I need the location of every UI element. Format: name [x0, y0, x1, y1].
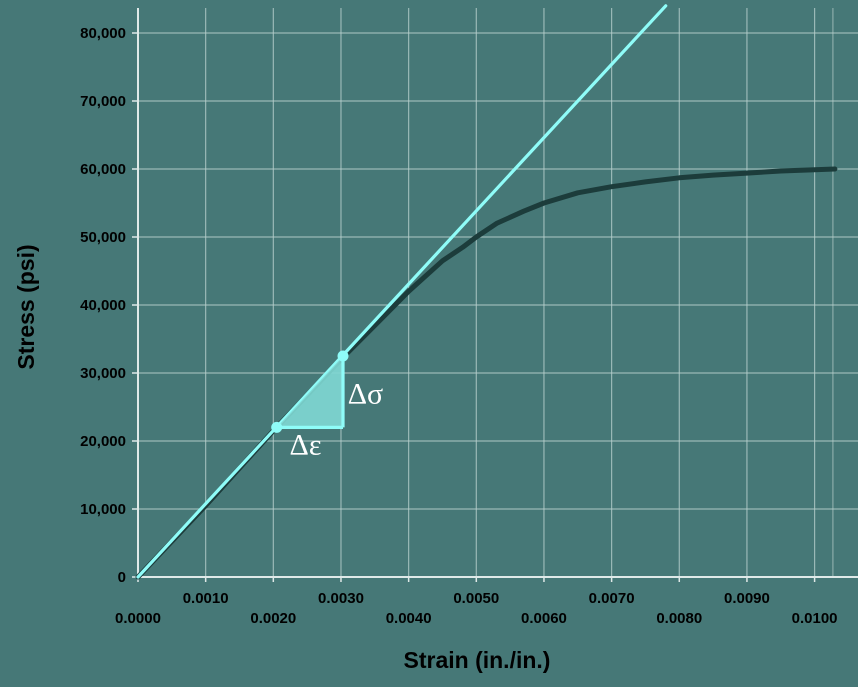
axes — [132, 8, 858, 582]
x-tick-label: 0.0070 — [589, 590, 635, 607]
x-tick-label: 0.0100 — [792, 610, 838, 627]
tangent-line — [136, 4, 668, 579]
triangle-point-lower — [271, 421, 283, 433]
y-tick-label: 60,000 — [80, 161, 126, 178]
x-tick-label: 0.0020 — [250, 610, 296, 627]
y-tick-label: 70,000 — [80, 93, 126, 110]
y-tick-label: 50,000 — [80, 229, 126, 246]
y-tick-label: 20,000 — [80, 433, 126, 450]
x-tick-label: 0.0000 — [115, 610, 161, 627]
x-axis-title: Strain (in./in.) — [404, 647, 551, 673]
x-tick-label: 0.0040 — [386, 610, 432, 627]
delta-sigma-label: Δσ — [348, 377, 383, 410]
x-tick-label: 0.0050 — [453, 590, 499, 607]
y-tick-label: 30,000 — [80, 365, 126, 382]
grid-lines — [138, 8, 858, 577]
delta-epsilon-label: Δε — [290, 428, 322, 461]
y-tick-label: 80,000 — [80, 25, 126, 42]
x-tick-label: 0.0030 — [318, 590, 364, 607]
annotation-triangle-layer: Δσ Δε — [271, 350, 383, 461]
x-tick-label: 0.0080 — [656, 610, 702, 627]
tick-labels: 0.0000 0.0010 0.0020 0.0030 0.0040 0.0050 0.00… — [80, 25, 837, 627]
triangle-point-upper — [337, 350, 349, 362]
x-tick-label: 0.0010 — [183, 590, 229, 607]
stress-strain-curve — [135, 166, 838, 580]
y-tick-label: 40,000 — [80, 297, 126, 314]
slope-triangle — [276, 356, 344, 428]
y-axis-title: Stress (psi) — [13, 244, 39, 369]
y-tick-label: 10,000 — [80, 501, 126, 518]
x-tick-label: 0.0060 — [521, 610, 567, 627]
curve-layer — [135, 4, 838, 580]
x-tick-label: 0.0090 — [724, 590, 770, 607]
y-tick-label: 0 — [118, 569, 126, 586]
